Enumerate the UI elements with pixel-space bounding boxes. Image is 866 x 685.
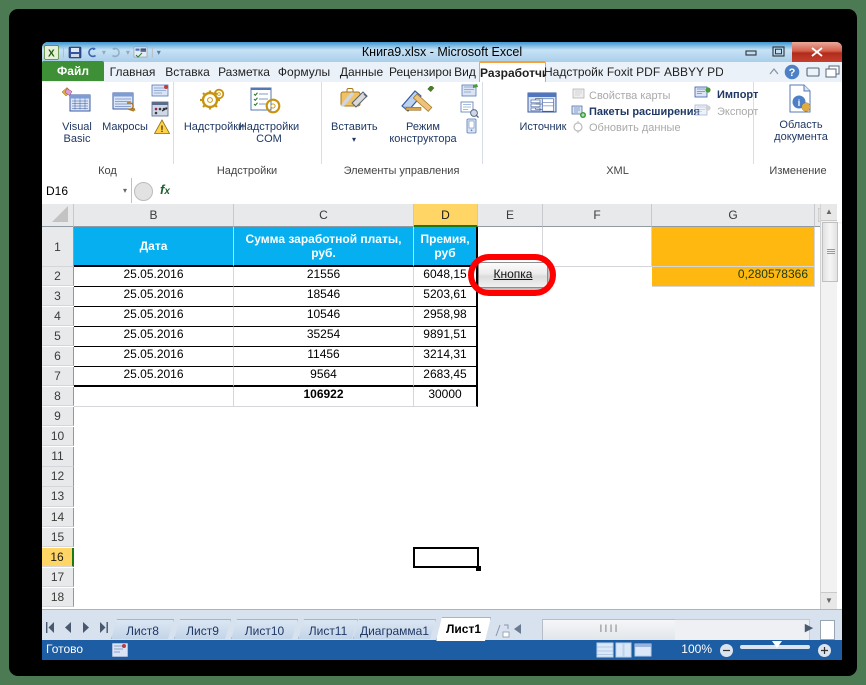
svg-text:i: i [798,98,801,108]
svg-text:?: ? [789,67,796,79]
svg-text:!: ! [161,124,164,134]
